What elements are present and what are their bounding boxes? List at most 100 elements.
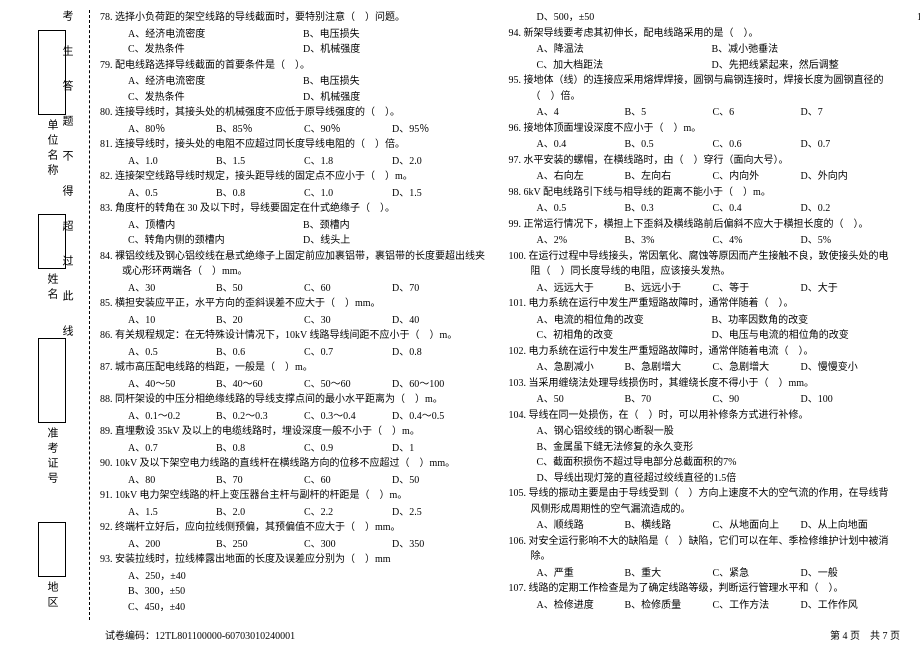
stub-label: 地区 [44, 581, 60, 611]
option: A、经济电流密度 [128, 27, 303, 43]
option: D、2.5 [392, 505, 480, 521]
options: A、电流的相位角的改变B、功率因数角的改变C、初相角的改变D、电压与电流的相位角… [509, 313, 896, 344]
option: C、等于 [713, 281, 801, 297]
stub-slot: 单位名称 [15, 30, 89, 179]
option: A、0.7 [128, 441, 216, 457]
question: 81. 连接导线时，接头处的电阻不应超过同长度导线电阻的（ ）倍。 [100, 137, 487, 153]
question: 98. 6kV 配电线路引下线与相导线的距离不能小于（ ）m。 [509, 185, 896, 201]
option: A、经济电流密度 [128, 74, 303, 90]
option: D、7 [801, 105, 889, 121]
options: A、0.5B、0.8C、1.0D、1.5 [100, 186, 487, 202]
option: D、1 [392, 441, 480, 457]
option: A、远远大于 [537, 281, 625, 297]
question: 94. 新架导线要考虑其初伸长，配电线路采用的是（ ）。 [509, 26, 896, 42]
question: 96. 接地体顶面埋设深度不应小于（ ）m。 [509, 121, 896, 137]
options: A、0.4B、0.5C、0.6D、0.7 [509, 137, 896, 153]
question: 105. 导线的振动主要是由于导线受到（ ）方向上速度不大的空气流的作用，在导线… [509, 486, 896, 517]
option: D、60～100 [392, 377, 480, 393]
options: A、严重B、重大C、紧急D、一般 [509, 566, 896, 582]
option: A、50 [537, 392, 625, 408]
option: B、50 [216, 281, 304, 297]
option: D、大于 [801, 281, 889, 297]
option: A、80％ [128, 122, 216, 138]
options: A、80％B、85％C、90％D、95％ [100, 122, 487, 138]
option: C、从地面向上 [713, 518, 801, 534]
options: A、检修进度B、检修质量C、工作方法D、工作作风 [509, 598, 896, 614]
question: 104. 导线在同一处损伤，在（ ）时，可以用补修条方式进行补修。 [509, 408, 896, 424]
option: D、2.0 [392, 154, 480, 170]
option: C、2.2 [304, 505, 392, 521]
question: 100. 在运行过程中导线接头，常因氧化、腐蚀等原因而产生接触不良，致使接头处的… [509, 249, 896, 280]
option: A、40～50 [128, 377, 216, 393]
options: A、30B、50C、60D、70 [100, 281, 487, 297]
options: A、0.5B、0.3C、0.4D、0.2 [509, 201, 896, 217]
option: D、350 [392, 537, 480, 553]
stub-slot: 姓名 [15, 214, 89, 303]
option: A、顶槽内 [128, 218, 303, 234]
option: C、90 [713, 392, 801, 408]
options: A、4B、5C、6D、7 [509, 105, 896, 121]
option: B、0.8 [216, 186, 304, 202]
option: D、1.5 [392, 186, 480, 202]
option: D、5% [801, 233, 889, 249]
option: A、严重 [537, 566, 625, 582]
options: A、经济电流密度B、电压损失C、发热条件D、机械强度 [100, 74, 487, 105]
option: D、500，±50 [537, 10, 896, 26]
option: A、0.5 [128, 345, 216, 361]
options: A、2%B、3%C、4%D、5% [509, 233, 896, 249]
option: C、450，±40 [128, 600, 487, 616]
options: A、钢心铝绞线的钢心断裂一股B、金属虽下缝无法修复的永久变形C、截面积损伤不超过… [509, 424, 896, 486]
option: D、机械强度 [303, 42, 478, 58]
option: B、电压损失 [303, 74, 478, 90]
options: A、远远大于B、远远小于C、等于D、大于 [509, 281, 896, 297]
option: B、颈槽内 [303, 218, 478, 234]
option: C、60 [304, 473, 392, 489]
option: A、4 [537, 105, 625, 121]
option: D、导线出现灯笼的直径超过绞线直径的1.5倍 [537, 471, 896, 487]
options: A、0.5B、0.6C、0.7D、0.8 [100, 345, 487, 361]
option: C、0.9 [304, 441, 392, 457]
option: A、顺线路 [537, 518, 625, 534]
option: C、30 [304, 313, 392, 329]
option: C、0.7 [304, 345, 392, 361]
option: B、重大 [625, 566, 713, 582]
question: 97. 水平安装的螺帽，在横线路时，由（ ）穿行（面向大号）。 [509, 153, 896, 169]
option: A、0.4 [537, 137, 625, 153]
option: B、85％ [216, 122, 304, 138]
option: B、金属虽下缝无法修复的永久变形 [537, 440, 896, 456]
stub-label: 准考证号 [44, 427, 60, 487]
option: D、线头上 [303, 233, 478, 249]
question: 95. 接地体（线）的连接应采用熔焊焊接，圆钢与扁钢连接时，焊接长度为圆钢直径的… [509, 73, 896, 104]
stub-label: 姓名 [44, 273, 60, 303]
option: B、0.8 [216, 441, 304, 457]
option: C、0.3～0.4 [304, 409, 392, 425]
option: D、机械强度 [303, 90, 478, 106]
question: 84. 裸铝绞线及钢心铝绞线在悬式绝缘子上固定前应加裹铝带，裹铝带的长度要超出线… [100, 249, 487, 280]
option: B、左向右 [625, 169, 713, 185]
options: A、1.0B、1.5C、1.8D、2.0 [100, 154, 487, 170]
option: D、0.8 [392, 345, 480, 361]
option: C、加大档距法 [537, 58, 712, 74]
option: B、功率因数角的改变 [712, 313, 887, 329]
options: A、1.5B、2.0C、2.2D、2.5 [100, 505, 487, 521]
option: A、检修进度 [537, 598, 625, 614]
question: 87. 城市高压配电线路的档距，一般是（ ）m。 [100, 360, 487, 376]
option: B、急剧增大 [625, 360, 713, 376]
option: C、截面积损伤不超过导电部分总截面积的7% [537, 455, 896, 471]
option: B、0.3 [625, 201, 713, 217]
option: A、250，±40 [128, 569, 487, 585]
option: C、90％ [304, 122, 392, 138]
option: B、横线路 [625, 518, 713, 534]
option: B、3% [625, 233, 713, 249]
question: 80. 连接导线时，其接头处的机械强度不应低于原导线强度的（ ）。 [100, 105, 487, 121]
option: D、0.7 [801, 137, 889, 153]
option: D、从上向地面 [801, 518, 889, 534]
exam-page: 考生答题不得超过此线 单位名称姓名准考证号地区 78. 选择小负荷距的架空线路的… [0, 0, 920, 620]
question: 101. 电力系统在运行中发生严重短路故障时，通常伴随着（ ）。 [509, 296, 896, 312]
options: A、10B、20C、30D、40 [100, 313, 487, 329]
option: D、50 [392, 473, 480, 489]
question: 79. 配电线路选择导线截面的首要条件是（ ）。 [100, 58, 487, 74]
option: C、60 [304, 281, 392, 297]
stub-slot: 准考证号 [15, 338, 89, 487]
option: D、电压与电流的相位角的改变 [712, 328, 887, 344]
